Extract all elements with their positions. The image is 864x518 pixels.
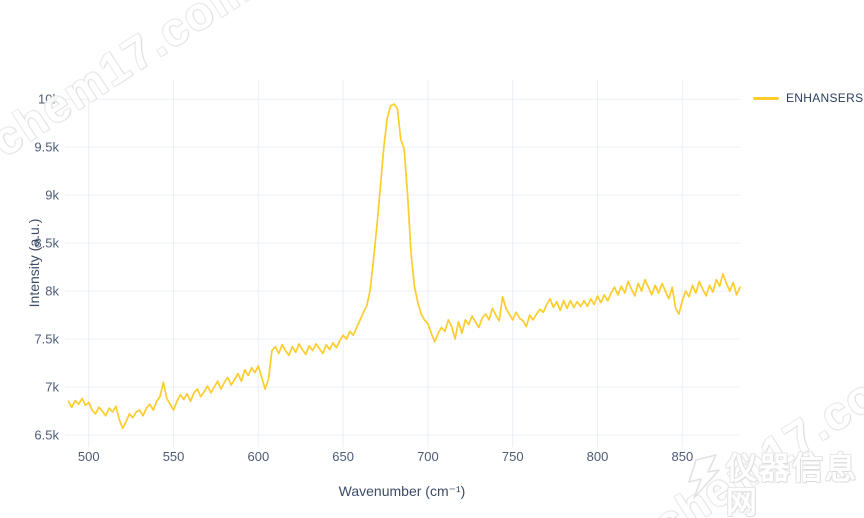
x-tick-label: 750 [502,449,524,464]
y-tick-label: 7.5k [34,332,59,347]
x-tick-label: 650 [332,449,354,464]
legend-item-enhansers[interactable]: ENHANSERS [753,91,863,105]
x-tick-label: 600 [247,449,269,464]
y-tick-label: 9k [45,188,59,203]
y-tick-label: 8.5k [34,236,59,251]
x-tick-label: 800 [587,449,609,464]
legend-line-swatch [753,96,779,100]
x-tick-label: 500 [78,449,100,464]
x-tick-label: 850 [671,449,693,464]
x-tick-label: 700 [417,449,439,464]
y-axis-title: Intensity (a.u.) [26,218,42,308]
x-tick-label: 550 [163,449,185,464]
y-tick-label: 8k [45,284,59,299]
y-tick-label: 10k [38,92,59,107]
y-tick-label: 7k [45,380,59,395]
y-tick-label: 6.5k [34,428,59,443]
series-line-enhansers [67,103,741,430]
x-axis-title: Wavenumber (cm⁻¹) [338,483,466,499]
y-tick-label: 9.5k [34,140,59,155]
legend-label: ENHANSERS [786,91,864,105]
